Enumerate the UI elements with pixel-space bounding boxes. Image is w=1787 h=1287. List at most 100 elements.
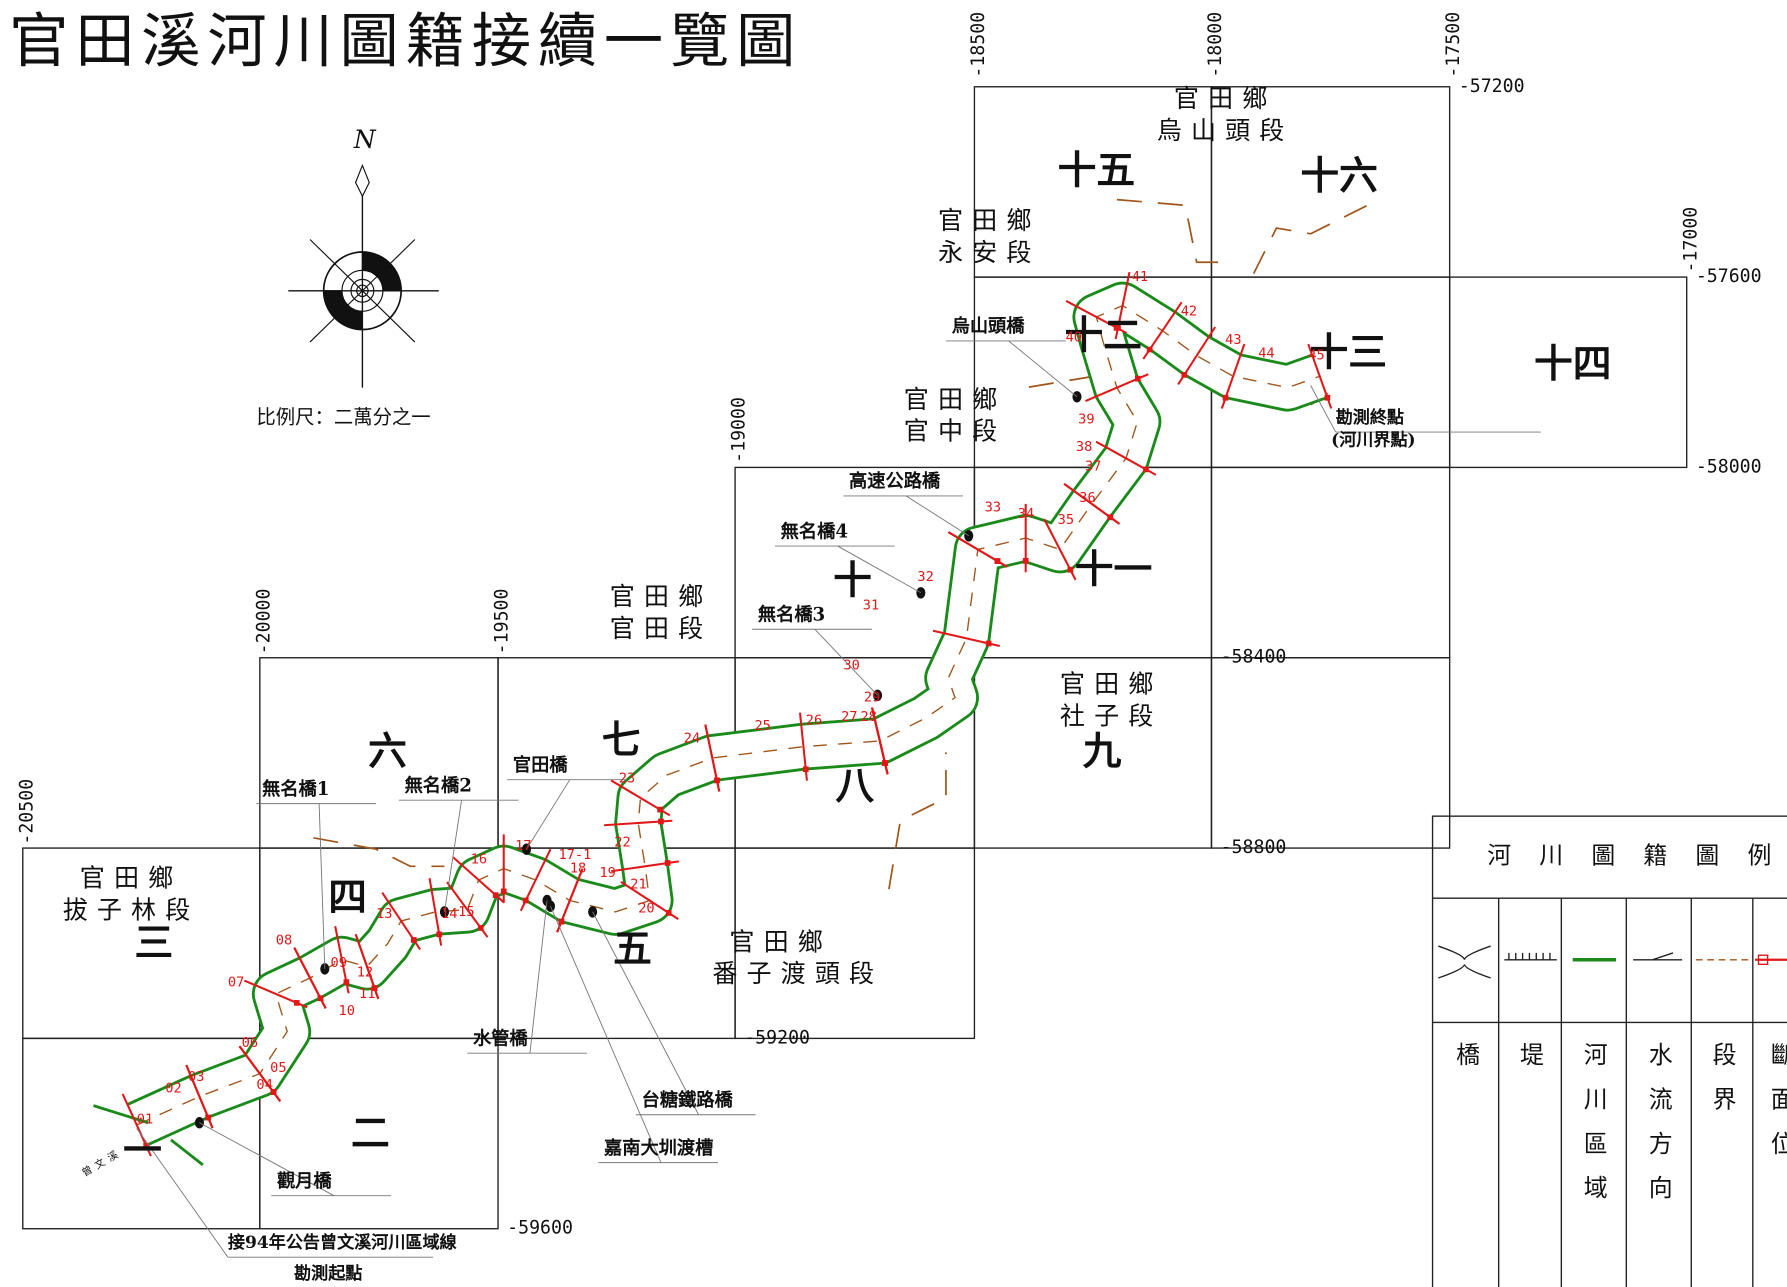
sheet-cell (1210, 466, 1451, 659)
cross-section-marker (1181, 372, 1188, 378)
cross-section-marker (1067, 566, 1074, 573)
section-number: 15 (458, 904, 474, 920)
cross-section-marker (436, 931, 443, 938)
cross-section-marker (1222, 394, 1229, 401)
y-coordinate: -59200 (744, 1027, 810, 1048)
x-coordinate: -17500 (1443, 12, 1464, 78)
section-number: 16 (471, 851, 487, 867)
section-number: 39 (1078, 412, 1094, 428)
y-coordinate: -58800 (1221, 837, 1287, 858)
district-town: 官田鄉 (904, 385, 1007, 414)
section-number: 45 (1308, 348, 1324, 364)
x-coordinate: -20000 (253, 589, 274, 655)
district-section: 官田段 (610, 614, 713, 643)
section-number: 41 (1132, 269, 1148, 285)
y-coordinate: -58000 (1696, 456, 1762, 477)
sheet-number: 十六 (1300, 154, 1377, 199)
leader-line (752, 628, 878, 696)
cross-section-marker (492, 892, 499, 898)
section-number: 14 (441, 906, 457, 922)
section-number: 42 (1181, 303, 1197, 319)
district-town: 官田鄉 (938, 206, 1041, 235)
cross-section-marker (657, 806, 663, 813)
district-section: 社子段 (1060, 702, 1163, 731)
sheet-cell (1448, 276, 1688, 469)
section-number: 32 (917, 569, 933, 585)
section-number: 07 (228, 975, 244, 991)
bridge-label: 官田橋 (513, 754, 568, 776)
cross-section-marker (270, 1089, 277, 1095)
section-number: 02 (165, 1081, 181, 1097)
cross-section-marker (500, 888, 507, 895)
compass (288, 163, 439, 388)
cross-section-marker (1324, 394, 1331, 401)
x-coordinate: -20500 (16, 779, 37, 845)
sheet-number: 十一 (1075, 547, 1152, 592)
cross-section-marker (371, 985, 378, 991)
cross-section-marker (1022, 558, 1029, 564)
sheet-number: 十 (833, 559, 872, 604)
bridge-symbol (194, 1117, 205, 1129)
cross-section-marker (343, 979, 350, 985)
section-number: 13 (376, 906, 392, 922)
legend-item: 橋 (1452, 1042, 1480, 1086)
y-coordinate: -59600 (507, 1218, 573, 1239)
sheet-cell (734, 847, 976, 1040)
north-label: N (353, 125, 377, 154)
scale-label: 比例尺：二萬分之一 (256, 405, 430, 428)
legend-item: 河川區域 (1579, 1042, 1607, 1220)
sheet-number: 二 (351, 1111, 390, 1156)
section-number: 18 (570, 861, 586, 877)
bridge-symbol (320, 963, 330, 975)
cross-section-marker (994, 558, 1001, 564)
y-coordinate: -58400 (1221, 647, 1287, 668)
section-number: 28 (860, 709, 876, 725)
cross-section-marker (522, 897, 529, 904)
section-number: 27 (841, 709, 857, 725)
sheet-number: 八 (835, 764, 874, 809)
legend-items: 橋堤 河川區域 水流方向 段界 斷面位 (1452, 1042, 1787, 1220)
river-region-line (93, 1104, 149, 1125)
legend-item: 段界 (1708, 1042, 1736, 1131)
leader-line (1310, 385, 1541, 433)
cross-section-marker (802, 766, 809, 773)
bridge-label: 烏山頭橋 (952, 315, 1026, 337)
bridge-label: 無名橋3 (758, 604, 825, 626)
cross-section-marker (477, 925, 484, 931)
section-number: 23 (619, 771, 635, 787)
cross-section-marker (1107, 514, 1114, 521)
point-label: 勘測終點 (1336, 407, 1404, 428)
cross-section-marker (882, 760, 888, 766)
leader-line (199, 1122, 391, 1197)
cross-section-marker (410, 937, 417, 943)
sheet-cell (259, 1037, 499, 1230)
section-number: 01 (137, 1111, 153, 1127)
section-number: 17-1 (558, 847, 591, 863)
labels: -20500 -20000 -19500 -19000 -18500 -18000 -175… (16, 12, 1761, 1284)
sheet-number: 十二 (1064, 314, 1141, 359)
y-coordinate: -57200 (1459, 76, 1525, 97)
cross-section-marker (1146, 346, 1153, 353)
sheet-cell (1210, 657, 1451, 849)
sheet-number: 七 (602, 718, 641, 763)
leader-line (256, 803, 377, 969)
bridge-label: 水管橋 (473, 1028, 528, 1050)
section-number: 04 (256, 1077, 272, 1093)
x-coordinate: -19000 (729, 397, 750, 463)
bridge-label: 無名橋2 (405, 775, 472, 797)
cross-section-marker (1115, 325, 1121, 331)
district-section: 永安段 (938, 238, 1041, 267)
section-number: 03 (188, 1069, 204, 1085)
legend-item: 水流方向 (1644, 1042, 1672, 1220)
leader-line (843, 495, 969, 537)
district-section: 烏山頭段 (1157, 116, 1294, 145)
x-coordinate: -19500 (492, 589, 513, 655)
cross-section-marker (1134, 375, 1141, 382)
cross-section-marker (293, 1000, 300, 1006)
cross-section-marker (665, 910, 672, 916)
section-number: 38 (1076, 439, 1092, 455)
sheet-number: 四 (328, 875, 367, 920)
cross-section-marker (317, 995, 324, 1002)
